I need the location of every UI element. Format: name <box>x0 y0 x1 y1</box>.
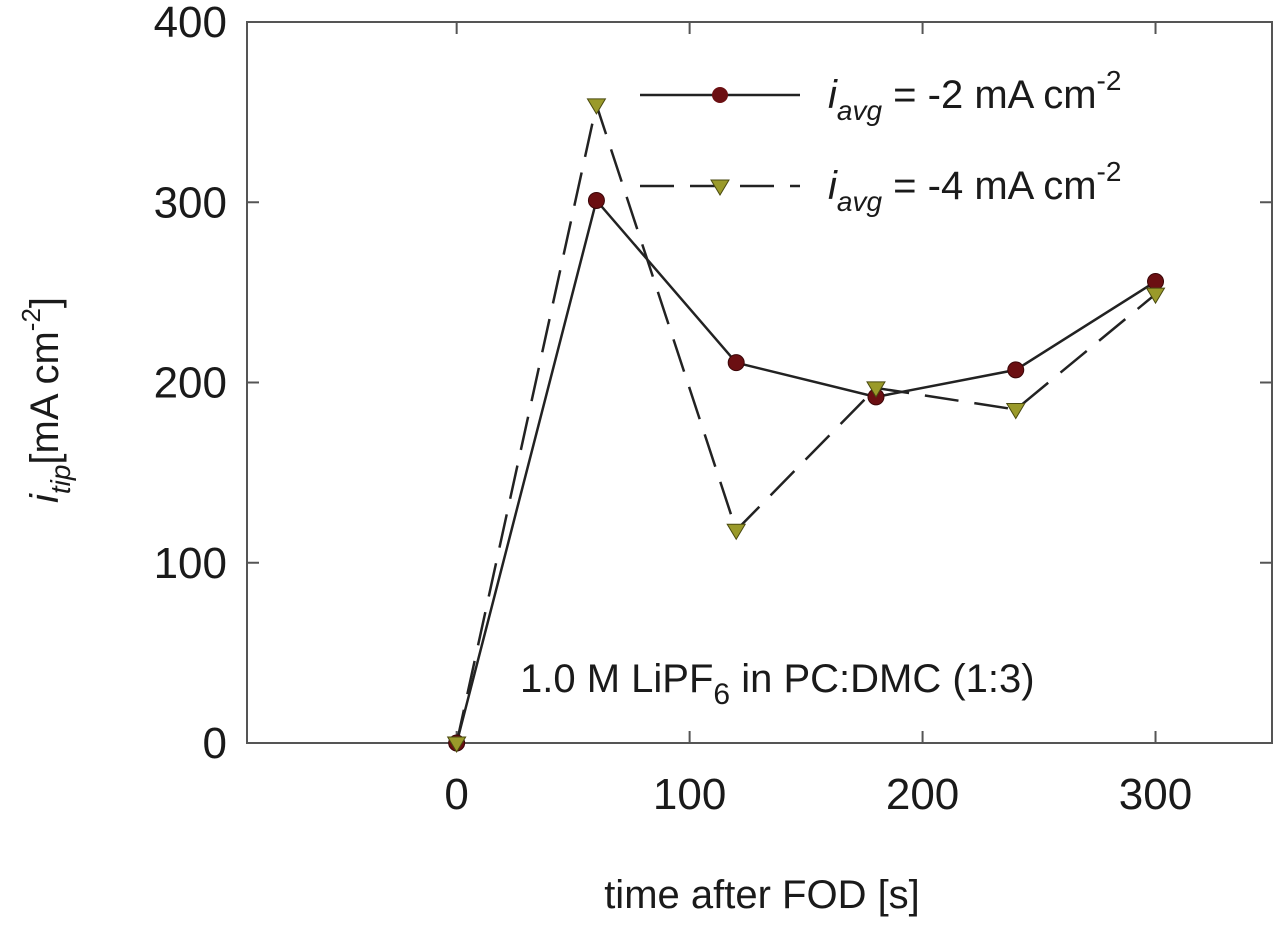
legend-marker-series-2 <box>710 179 730 196</box>
y-tick-label: 400 <box>154 0 227 47</box>
series-2-point <box>1145 287 1166 305</box>
y-tick-label: 100 <box>154 539 227 588</box>
plot-frame <box>246 21 1273 744</box>
series-1-point <box>1007 361 1025 379</box>
x-tick-label: 0 <box>444 770 468 819</box>
series-2-point <box>866 381 886 398</box>
legend-label-series-1: iavg = -2 mA cm-2 <box>828 65 1121 126</box>
y-tick-label: 0 <box>203 719 227 768</box>
axis-ticks: 0 100 200 300 0 100 200 300 400 <box>154 0 1272 819</box>
annotation-electrolyte: 1.0 M LiPF6 in PC:DMC (1:3) <box>520 657 1035 711</box>
x-axis-label: time after FOD [s] <box>604 873 920 917</box>
y-axis-label: itip[mA cm-2] <box>16 297 76 503</box>
series-1-point <box>587 191 605 209</box>
x-tick-label: 100 <box>653 770 726 819</box>
x-tick-label: 300 <box>1119 770 1192 819</box>
series-line-1 <box>455 197 1157 744</box>
series-2-point <box>726 523 747 541</box>
legend: iavg = -2 mA cm-2 iavg = -4 mA cm-2 <box>640 65 1121 217</box>
series-line-2 <box>455 100 1157 744</box>
x-tick-label: 200 <box>886 770 959 819</box>
series-1-point <box>727 354 745 372</box>
y-tick-label: 200 <box>154 359 227 408</box>
series-2-point <box>1005 403 1026 420</box>
series-1-point <box>1147 273 1165 291</box>
legend-label-series-2: iavg = -4 mA cm-2 <box>828 156 1121 217</box>
series-layer <box>446 98 1166 753</box>
y-tick-label: 300 <box>154 178 227 227</box>
series-2-point <box>446 736 467 753</box>
series-2-point <box>586 98 607 115</box>
legend-marker-series-1 <box>712 87 728 103</box>
